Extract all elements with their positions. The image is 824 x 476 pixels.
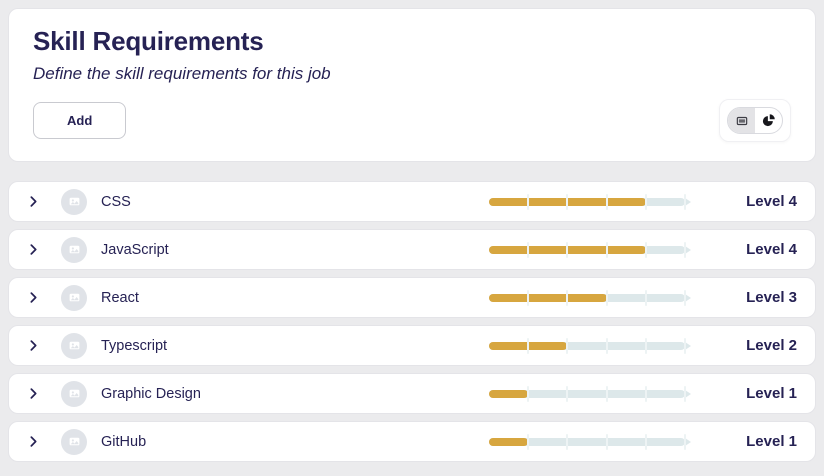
slider-tick [684,337,686,354]
slider-track [489,437,685,446]
slider-tick [566,241,569,258]
slider-track-tip [685,197,691,206]
chevron-right-icon [30,388,37,399]
slider-track [489,389,685,398]
slider-tick [566,289,569,306]
skill-name: GitHub [101,433,147,450]
slider-tick [566,385,569,402]
slider-fill [489,293,607,302]
skill-row: GitHub Level 1 [8,421,816,462]
skill-level-slider[interactable] [489,385,691,402]
skill-level-slider[interactable] [489,241,691,258]
slider-tick [684,433,686,450]
skill-level-label: Level 3 [746,289,797,306]
skill-level-label: Level 4 [746,241,797,258]
view-toggle-group [727,107,783,134]
toolbar: Add [33,99,791,142]
slider-tick [605,433,608,450]
expand-button[interactable] [27,195,40,208]
skill-row: JavaScript Level 4 [8,229,816,270]
chevron-right-icon [30,292,37,303]
skill-level-slider[interactable] [489,193,691,210]
expand-button[interactable] [27,387,40,400]
skill-level-label: Level 2 [746,337,797,354]
slider-track-tip [685,293,691,302]
slider-track-tip [685,389,691,398]
slider-tick [605,385,608,402]
expand-button[interactable] [27,291,40,304]
slider-tick [644,241,647,258]
skill-avatar-icon [61,428,87,455]
slider-tick [644,193,647,210]
slider-tick [605,337,608,354]
skill-avatar-icon [61,284,87,311]
slider-tick [644,337,647,354]
skill-level-slider[interactable] [489,289,691,306]
list-view-toggle[interactable] [728,108,755,133]
chevron-right-icon [30,340,37,351]
slider-tick [566,337,569,354]
expand-button[interactable] [27,243,40,256]
skill-list: CSS Level 4 JavaScript Level 4 [8,181,816,462]
slider-fill [489,389,529,398]
chart-view-toggle[interactable] [755,108,782,133]
skill-row: Graphic Design Level 1 [8,373,816,414]
slider-track-tip [685,245,691,254]
slider-tick [644,385,647,402]
slider-tick [527,433,530,450]
slider-tick [644,433,647,450]
slider-tick [566,433,569,450]
skill-name: JavaScript [101,241,169,258]
skill-avatar-icon [61,380,87,407]
skill-name: Graphic Design [101,385,201,402]
page-subtitle: Define the skill requirements for this j… [33,64,331,83]
slider-tick [527,193,530,210]
skill-avatar-icon [61,332,87,359]
slider-tick [684,193,686,210]
page-title: Skill Requirements [33,26,264,56]
expand-button[interactable] [27,339,40,352]
slider-tick [605,241,608,258]
skill-name: Typescript [101,337,168,354]
slider-fill [489,437,529,446]
skill-level-label: Level 1 [746,433,797,450]
skill-avatar-icon [61,236,87,263]
slider-track [489,341,685,350]
slider-tick [684,241,686,258]
slider-tick [605,193,608,210]
skill-row: React Level 3 [8,277,816,318]
skill-level-slider[interactable] [489,337,691,354]
skill-name: CSS [101,193,131,210]
skill-requirements-panel: Skill Requirements Define the skill requ… [8,8,816,162]
slider-tick [684,289,686,306]
skill-level-label: Level 4 [746,193,797,210]
card-list-icon [735,114,749,128]
add-button[interactable]: Add [33,102,127,139]
slider-tick [566,193,569,210]
chevron-right-icon [30,196,37,207]
expand-button[interactable] [27,435,40,448]
skill-row: Typescript Level 2 [8,325,816,366]
chevron-right-icon [30,436,37,447]
slider-tick [644,289,647,306]
slider-tick [527,385,530,402]
skill-level-slider[interactable] [489,433,691,450]
pie-chart-icon [761,113,776,128]
skill-avatar-icon [61,188,87,215]
slider-tick [527,241,530,258]
skill-row: CSS Level 4 [8,181,816,222]
slider-track-tip [685,437,691,446]
slider-tick [605,289,608,306]
slider-tick [527,289,530,306]
slider-track-tip [685,341,691,350]
chevron-right-icon [30,244,37,255]
view-toggle [719,99,791,142]
skill-level-label: Level 1 [746,385,797,402]
slider-tick [684,385,686,402]
skill-name: React [101,289,139,306]
slider-tick [527,337,530,354]
